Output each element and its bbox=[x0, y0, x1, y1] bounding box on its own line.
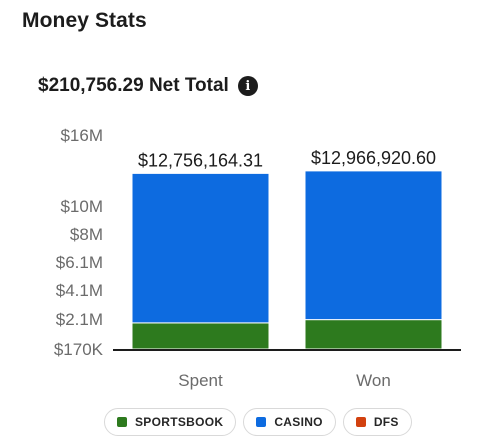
page-title: Money Stats bbox=[22, 9, 147, 32]
bar-won-sportsbook[interactable] bbox=[304, 319, 443, 350]
money-stats-chart: $16M $10M $8M $6.1M $4.1M $2.1M $170K $12,756,… bbox=[54, 126, 461, 390]
legend-swatch bbox=[256, 417, 267, 427]
legend: SPORTSBOOK CASINO DFS bbox=[104, 408, 412, 436]
legend-item-dfs[interactable]: DFS bbox=[342, 408, 412, 436]
bars bbox=[131, 170, 443, 350]
bar-won-casino[interactable] bbox=[304, 170, 443, 321]
bar-total-label: $12,966,920.60 bbox=[311, 148, 436, 168]
legend-label: DFS bbox=[373, 415, 399, 429]
total-labels: $12,756,164.31 $12,966,920.60 bbox=[138, 148, 436, 170]
legend-swatch bbox=[117, 417, 127, 427]
bar-spent-sportsbook[interactable] bbox=[131, 322, 270, 350]
y-tick-label: $6.1M bbox=[56, 253, 103, 272]
net-total-row: $210,756.29 Net Total i bbox=[38, 75, 258, 97]
x-tick-label: Spent bbox=[178, 371, 223, 390]
bar-total-label: $12,756,164.31 bbox=[138, 150, 263, 170]
y-tick-label: $8M bbox=[70, 225, 103, 244]
legend-swatch bbox=[355, 417, 366, 427]
y-tick-label: $2.1M bbox=[56, 310, 103, 329]
y-tick-label: $170K bbox=[54, 340, 104, 359]
info-icon[interactable]: i bbox=[237, 76, 258, 96]
bar-spent-casino[interactable] bbox=[131, 172, 270, 324]
net-total-label: $210,756.29 Net Total bbox=[38, 75, 229, 96]
legend-item-casino[interactable]: CASINO bbox=[243, 408, 336, 436]
legend-label: SPORTSBOOK bbox=[135, 415, 224, 429]
x-axis-labels: Spent Won bbox=[178, 371, 391, 390]
legend-item-sportsbook[interactable]: SPORTSBOOK bbox=[104, 408, 237, 436]
x-tick-label: Won bbox=[356, 371, 391, 390]
y-axis-labels: $16M $10M $8M $6.1M $4.1M $2.1M $170K bbox=[54, 126, 104, 359]
legend-label: CASINO bbox=[274, 415, 323, 429]
y-tick-label: $4.1M bbox=[56, 281, 103, 300]
y-tick-label: $16M bbox=[60, 126, 103, 145]
y-tick-label: $10M bbox=[60, 197, 103, 216]
